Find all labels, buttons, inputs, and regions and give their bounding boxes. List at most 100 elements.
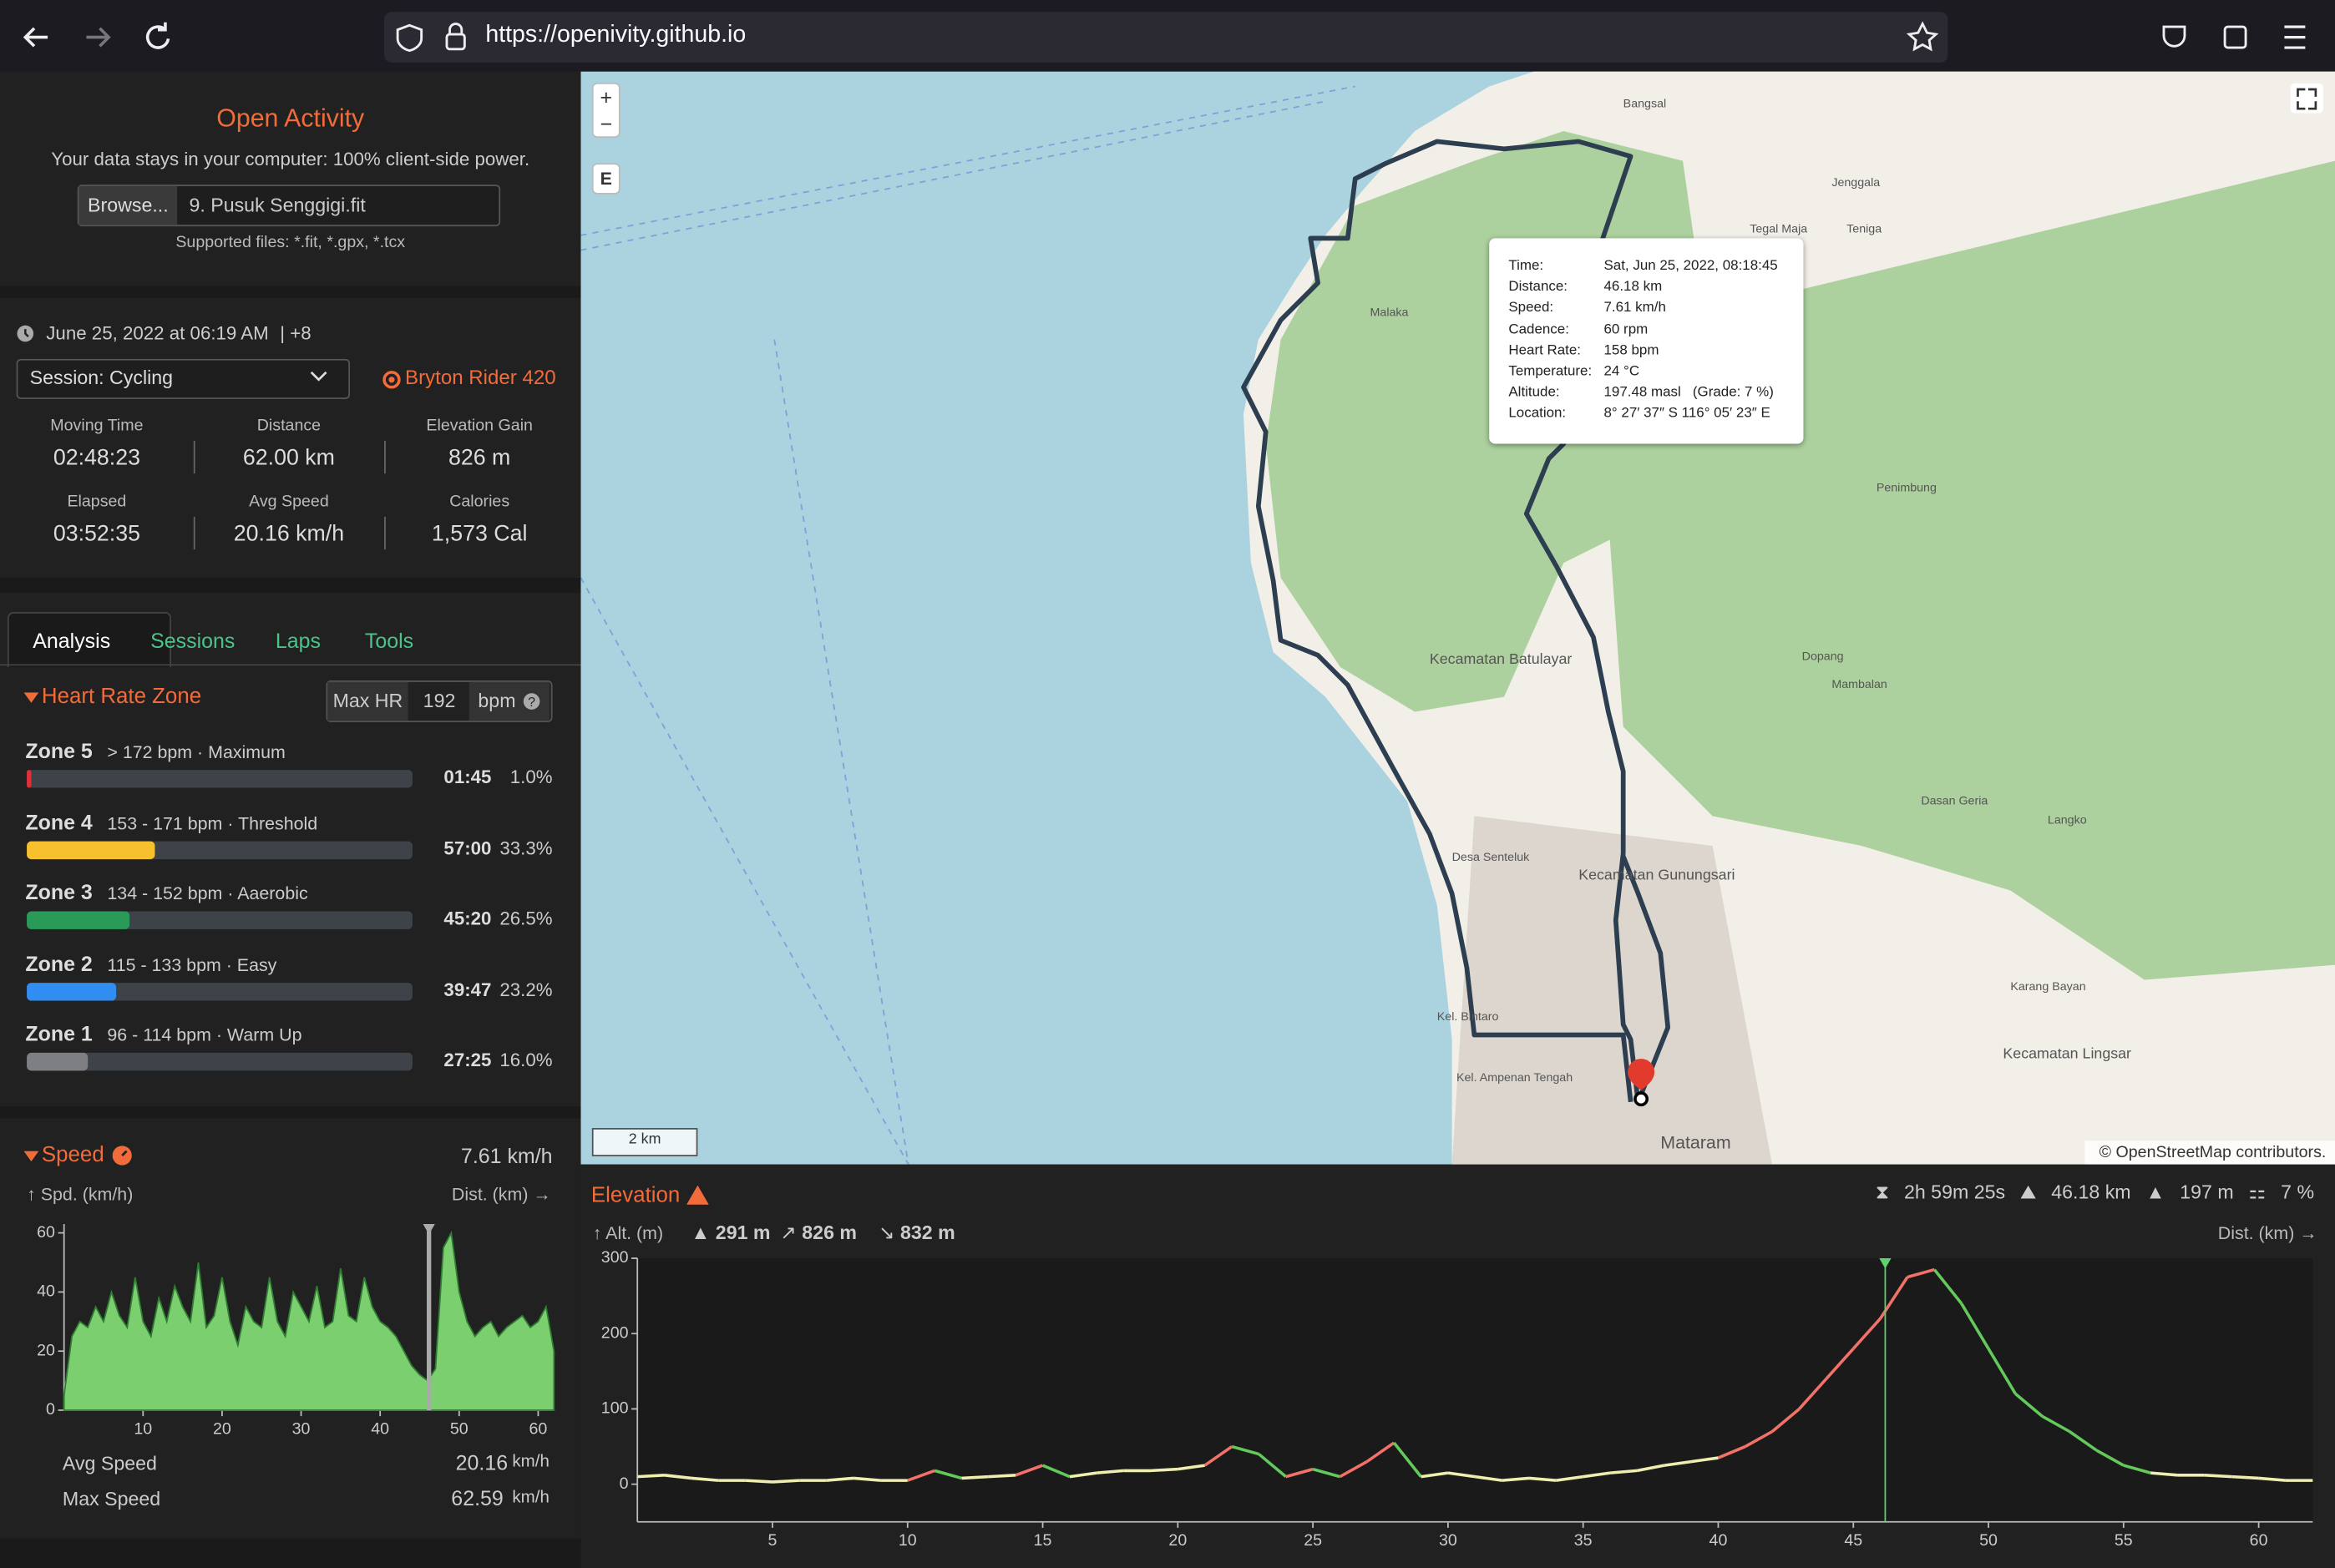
elevation-segment: [907, 1469, 935, 1482]
zoom-in[interactable]: +: [600, 84, 613, 109]
scale-bar: [591, 1128, 698, 1156]
x-tick-label: 45: [1844, 1531, 1862, 1550]
elevation-segment: [2014, 1393, 2044, 1418]
elevation-segment: [853, 1476, 881, 1482]
elevation-segment: [2231, 1474, 2259, 1480]
tab[interactable]: Tools: [364, 628, 414, 653]
elevation-segment: [772, 1479, 800, 1484]
total-gain: ↗ 826 m: [780, 1221, 857, 1245]
active-tab[interactable]: [7, 612, 172, 668]
help-icon[interactable]: ?: [523, 692, 540, 710]
select-chevron: [310, 371, 327, 382]
tooltip-label: Location:: [1508, 405, 1567, 422]
max-speed-label: Max Speed: [62, 1487, 161, 1510]
stat-divider: [384, 516, 386, 550]
layer-button[interactable]: E: [600, 168, 612, 190]
zone-time: 39:47: [443, 979, 492, 1000]
session-select-text: Session: Cycling: [29, 366, 174, 389]
x-tick-label: 30: [292, 1419, 311, 1438]
zone-percent: 16.0%: [499, 1050, 553, 1071]
zone-range: 115 - 133 bpm · Easy: [107, 953, 277, 975]
stat-label: Avg Speed: [249, 493, 329, 511]
device-name: Bryton Rider 420: [405, 366, 556, 389]
elevation-segment: [1392, 1441, 1422, 1478]
summary-item: 197 m: [2180, 1181, 2234, 1204]
url-field[interactable]: [384, 12, 1948, 63]
supported-files: Supported files: *.fit, *.gpx, *.tcx: [175, 234, 406, 252]
browse-button[interactable]: Browse...: [79, 185, 178, 225]
layer-control[interactable]: [591, 163, 620, 195]
x-tick-label: 10: [134, 1419, 152, 1438]
session-select[interactable]: [16, 358, 351, 399]
speed-x-label: Dist. (km) →: [451, 1183, 551, 1205]
menu-icon[interactable]: [2284, 25, 2306, 49]
elevation-segment: [1987, 1348, 2017, 1395]
tab[interactable]: Analysis: [33, 628, 111, 653]
speed-chart: 0 20 40 60 10 20 30 40 50 60: [37, 1223, 555, 1438]
session-timezone: | +8: [280, 323, 312, 344]
tooltip-value: 46.18 km: [1603, 278, 1663, 296]
url-text: https://openivity.github.io: [485, 22, 747, 48]
stat-value: 02:48:23: [53, 445, 140, 471]
tab[interactable]: Sessions: [150, 628, 236, 653]
elevation-segment: [1231, 1444, 1259, 1456]
elevation-segment: [988, 1474, 1016, 1479]
forward-button[interactable]: [86, 27, 111, 48]
zoom-out[interactable]: −: [600, 111, 613, 136]
attribution-bg: [2084, 1141, 2335, 1165]
elevation-segment: [1421, 1471, 1449, 1479]
elevation-segment: [1690, 1456, 1719, 1464]
max-hr-label: Max HR: [327, 681, 408, 721]
shield-icon: [396, 23, 423, 53]
zone-time: 27:25: [443, 1050, 492, 1071]
stat-divider: [193, 516, 195, 550]
pocket-icon[interactable]: [2162, 25, 2186, 48]
tooltip-label: Temperature:: [1508, 363, 1593, 380]
zone-name: Zone 1: [25, 1021, 93, 1046]
summary-icon: ⚏: [2248, 1181, 2267, 1204]
tooltip-value: 24 °C: [1603, 363, 1640, 380]
max-hr-value[interactable]: 192: [423, 689, 456, 712]
map-label: Penimbung: [1877, 482, 1937, 495]
stat-label: Moving Time: [50, 417, 144, 435]
map[interactable]: Mataram Kecamatan Batulayar Kecamatan Gunu…: [580, 71, 2335, 1165]
summary-item: 46.18 km: [2051, 1181, 2131, 1204]
max-speed-value: 62.59: [451, 1485, 504, 1510]
fullscreen-control[interactable]: [2290, 83, 2323, 114]
x-tick-label: 60: [529, 1419, 548, 1438]
map-label: Kecamatan Lingsar: [2003, 1044, 2131, 1061]
lock-shackle: [448, 23, 463, 35]
cursor-head: [1879, 1258, 1892, 1269]
zone-bar: [27, 911, 129, 929]
max-hr-unit: bpm: [469, 681, 550, 721]
summary-item: 7 %: [2281, 1181, 2315, 1204]
back-button[interactable]: [23, 27, 48, 48]
elevation-segment: [1771, 1408, 1801, 1433]
tooltip-label: Cadence:: [1508, 321, 1569, 338]
elevation-segment: [961, 1474, 989, 1480]
elevation-segment: [1015, 1464, 1044, 1477]
zone-track: [27, 770, 413, 788]
max-hr-input[interactable]: [326, 680, 553, 722]
elevation-segment: [1502, 1476, 1530, 1482]
reload-button[interactable]: [145, 22, 170, 49]
tab[interactable]: Laps: [275, 628, 322, 653]
header-panel: [0, 71, 581, 286]
elevation-segment: [1798, 1378, 1828, 1410]
tooltip-label: Time:: [1508, 257, 1544, 275]
collapse-caret[interactable]: [23, 692, 39, 704]
elevation-segment: [691, 1476, 719, 1482]
elevation-segment: [1851, 1318, 1882, 1350]
zone-bar: [27, 982, 117, 1000]
y-tick-label: 60: [37, 1223, 55, 1242]
elevation-chart: 0 100 200 300 5 10 15 20 25 30 35 40 45 50 55 60: [601, 1248, 2313, 1550]
speed-caret[interactable]: [23, 1151, 39, 1163]
y-tick-label: 300: [601, 1248, 629, 1267]
elevation-segment: [1960, 1302, 1990, 1350]
extensions-icon[interactable]: [2223, 25, 2247, 49]
stat-divider: [193, 440, 195, 474]
app-title: Open Activity: [216, 104, 365, 133]
bookmark-star[interactable]: [1906, 21, 1939, 52]
elevation-summary: ⧗ 2h 59m 25s ⛰ 46.18 km ▲ 197 m ⚏ 7 %: [1876, 1181, 2314, 1205]
